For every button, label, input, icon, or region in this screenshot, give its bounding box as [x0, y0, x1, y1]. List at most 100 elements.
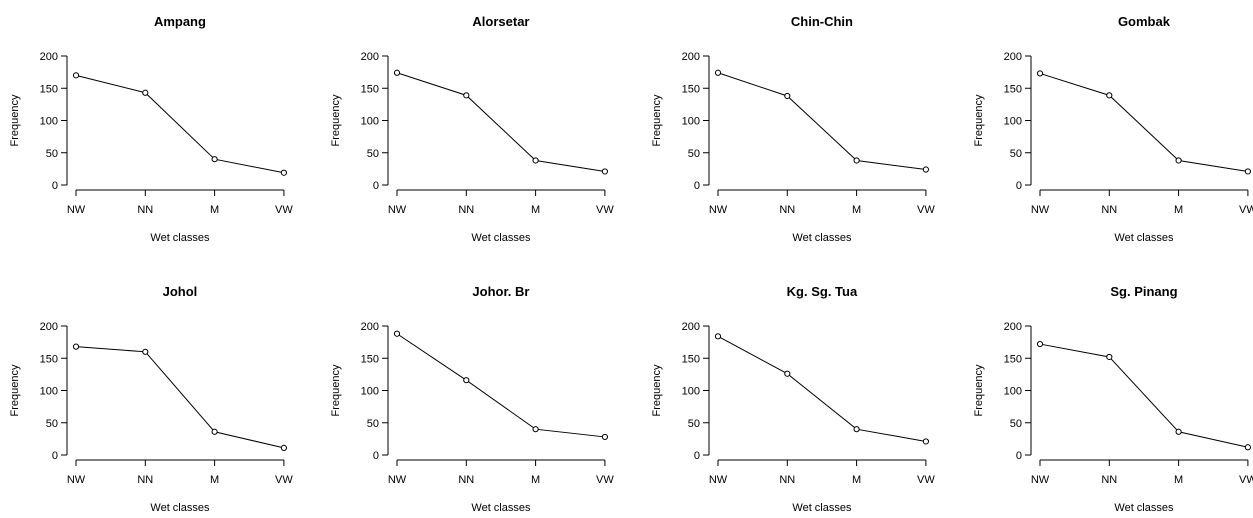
x-axis-title: Wet classes	[150, 502, 210, 514]
y-tick-label: 50	[367, 418, 379, 430]
y-tick-label: 100	[1004, 116, 1022, 128]
x-tick-label: VW	[1239, 474, 1253, 486]
y-tick-label: 200	[1004, 51, 1022, 63]
x-tick-label: NW	[67, 204, 86, 216]
data-point	[1175, 157, 1182, 164]
x-tick-label: NW	[1031, 474, 1050, 486]
x-axis-title: Wet classes	[792, 502, 852, 514]
data-point	[922, 166, 930, 173]
data-point	[72, 343, 80, 350]
y-tick-label: 200	[361, 51, 379, 63]
data-point	[853, 157, 860, 164]
series-line	[75, 346, 285, 449]
data-point	[211, 156, 218, 163]
x-tick-label: NN	[779, 474, 795, 486]
y-tick-label: 100	[1004, 386, 1022, 398]
y-tick-label: 0	[694, 450, 700, 462]
series-line	[1039, 72, 1248, 172]
data-point	[1244, 168, 1252, 175]
x-tick-label: VW	[275, 204, 293, 216]
y-tick-label: 100	[361, 116, 379, 128]
x-tick-label: M	[852, 474, 861, 486]
x-tick-label: NN	[779, 204, 795, 216]
x-tick-label: NN	[137, 204, 153, 216]
x-tick-label: VW	[917, 204, 935, 216]
y-axis-title: Frequency	[330, 94, 342, 146]
data-point	[393, 330, 401, 337]
x-tick-label: NN	[458, 474, 474, 486]
panel-title: Gombak	[1118, 14, 1171, 29]
panel-6: Johor. Br 0 50 100 150 200 NW NN M VW Wet classes F…	[330, 284, 614, 514]
x-axis-title: Wet classes	[471, 502, 531, 514]
panel-1: Ampang 0 50 100 150 200 NW NN M VW Wet classes Freq…	[9, 14, 293, 244]
y-axis-title: Frequency	[973, 94, 985, 146]
x-tick-label: VW	[1239, 204, 1253, 216]
y-tick-label: 50	[367, 148, 379, 160]
panel-3: Chin-Chin 0 50 100 150 200 NW NN M VW Wet classes F…	[651, 14, 935, 244]
y-axis-title: Frequency	[973, 364, 985, 416]
x-tick-label: M	[531, 204, 540, 216]
panel-title: Kg. Sg. Tua	[787, 284, 858, 299]
y-tick-label: 200	[40, 51, 58, 63]
x-axis-title: Wet classes	[792, 232, 852, 244]
series-line	[717, 335, 926, 442]
x-tick-label: NW	[388, 204, 407, 216]
y-tick-label: 150	[682, 83, 700, 95]
data-point	[784, 370, 791, 377]
data-point	[1106, 353, 1113, 361]
y-axis-title: Frequency	[651, 364, 663, 416]
y-tick-label: 100	[682, 116, 700, 128]
y-tick-label: 50	[46, 148, 58, 160]
data-point	[463, 92, 470, 99]
y-tick-label: 0	[1016, 450, 1022, 462]
data-point	[1175, 428, 1182, 435]
y-tick-label: 0	[52, 450, 58, 462]
x-tick-label: M	[852, 204, 861, 216]
y-tick-label: 50	[688, 418, 700, 430]
data-point	[922, 438, 930, 445]
data-point	[72, 72, 80, 79]
x-tick-label: NN	[1101, 204, 1117, 216]
y-tick-label: 50	[1010, 148, 1022, 160]
x-tick-label: M	[1174, 474, 1183, 486]
y-tick-label: 200	[361, 321, 379, 333]
y-tick-label: 150	[1004, 83, 1022, 95]
y-tick-label: 200	[40, 321, 58, 333]
panel-title: Chin-Chin	[791, 14, 853, 29]
data-point	[393, 69, 401, 76]
y-tick-label: 150	[40, 353, 58, 365]
panel-title: Johor. Br	[472, 284, 529, 299]
data-point	[280, 444, 287, 452]
y-tick-label: 100	[40, 386, 58, 398]
data-point	[532, 157, 539, 164]
x-tick-label: VW	[596, 204, 614, 216]
x-tick-label: VW	[917, 474, 935, 486]
panel-5: Johol 0 50 100 150 200 NW NN M VW Wet classes Frequ…	[9, 284, 293, 514]
y-axis-title: Frequency	[9, 94, 21, 146]
x-tick-label: VW	[275, 474, 293, 486]
y-axis-title: Frequency	[651, 94, 663, 146]
data-point	[532, 426, 539, 433]
data-point	[784, 92, 791, 100]
x-tick-label: NN	[1101, 474, 1117, 486]
y-tick-label: 0	[373, 450, 379, 462]
x-tick-label: VW	[596, 474, 614, 486]
y-tick-label: 100	[40, 116, 58, 128]
series-line	[75, 74, 284, 174]
panel-title: Alorsetar	[472, 14, 529, 29]
series-line	[396, 72, 605, 172]
x-tick-label: NW	[709, 474, 728, 486]
panel-4: Gombak 0 50 100 150 200 NW NN M VW Wet classes Freq…	[973, 14, 1253, 244]
x-tick-label: M	[1174, 204, 1183, 216]
y-tick-label: 50	[46, 418, 58, 430]
y-tick-label: 200	[682, 321, 700, 333]
panel-8: Sg. Pinang 0 50 100 150 200 NW NN M VW Wet classes…	[973, 284, 1253, 514]
data-point	[280, 169, 287, 176]
y-tick-label: 150	[682, 353, 700, 365]
x-tick-label: NN	[137, 474, 153, 486]
data-point	[1244, 444, 1252, 451]
data-point	[142, 348, 149, 355]
y-axis-title: Frequency	[9, 364, 21, 416]
series-line	[396, 333, 605, 438]
